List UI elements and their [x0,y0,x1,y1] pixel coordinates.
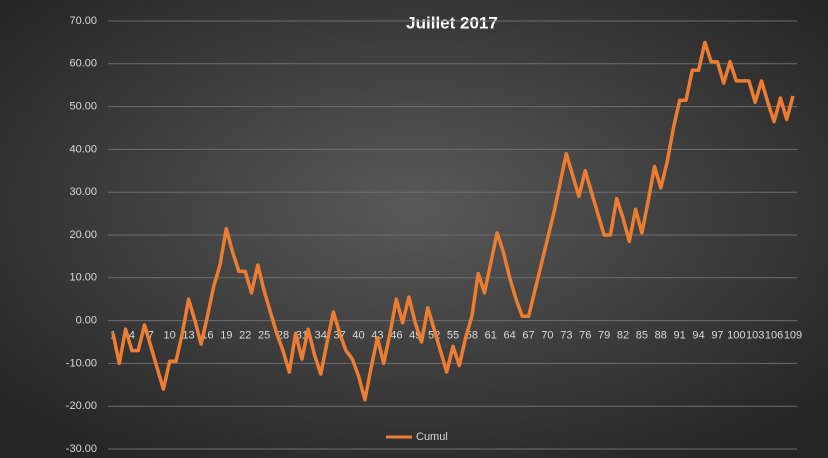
y-tick-label: 0.00 [76,315,97,327]
x-tick-label: 100 [727,330,745,342]
x-tick-label: 91 [674,330,686,342]
x-tick-label: 40 [352,330,364,342]
x-tick-label: 43 [371,330,383,342]
x-tick-label: 22 [239,330,251,342]
x-tick-label: 97 [711,330,723,342]
x-tick-label: 94 [692,330,704,342]
x-tick-label: 46 [390,330,402,342]
y-tick-label: 40.00 [69,143,97,155]
x-tick-label: 4 [129,330,135,342]
x-tick-label: 55 [447,330,459,342]
chart-title: Juillet 2017 [406,13,498,32]
x-tick-label: 109 [784,330,802,342]
x-tick-label: 61 [485,330,497,342]
x-tick-label: 88 [655,330,667,342]
y-tick-label: 20.00 [69,229,97,241]
x-tick-label: 34 [315,330,327,342]
x-tick-label: 64 [504,330,516,342]
y-tick-label: -10.00 [66,357,97,369]
line [111,40,795,402]
y-tick-label: 10.00 [69,272,97,284]
x-tick-label: 103 [746,330,764,342]
x-tick-label: 73 [560,330,572,342]
x-tick-label: 10 [164,330,176,342]
x-tick-label: 82 [617,330,629,342]
x-tick-label: 76 [579,330,591,342]
x-tick-label: 85 [636,330,648,342]
x-tick-label: 13 [182,330,194,342]
y-tick-label: 60.00 [69,58,97,70]
x-tick-label: 25 [258,330,270,342]
y-tick-label: 50.00 [69,101,97,113]
x-tick-label: 67 [522,330,534,342]
x-tick-label: 70 [541,330,553,342]
y-tick-label: 30.00 [69,186,97,198]
y-tick-label: -20.00 [66,400,97,412]
x-tick-label: 79 [598,330,610,342]
x-tick-label: 106 [765,330,783,342]
x-tick-label: 7 [148,330,154,342]
legend-label: Cumul [416,431,448,443]
y-tick-label: 70.00 [69,15,97,27]
x-tick-label: 19 [220,330,232,342]
y-tick-label: -30.00 [66,443,97,455]
